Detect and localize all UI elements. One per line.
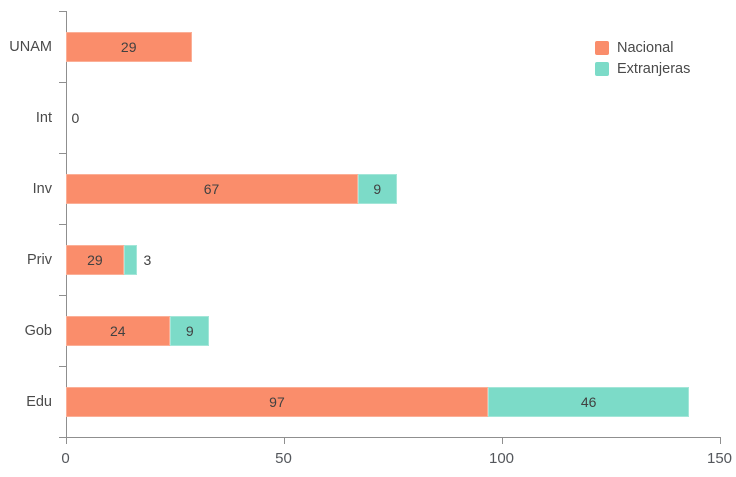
category-label: Int [35,109,52,126]
x-tick-label: 50 [275,450,292,467]
x-tick-label: 0 [61,450,70,467]
bar-segment-nacional [65,173,358,204]
y-axis-tick [58,11,66,12]
bar-segment-extranjeras [124,244,138,275]
bar-value-label: 3 [143,251,152,268]
bar-value-label: 9 [373,180,382,197]
y-axis-tick [58,224,66,225]
x-axis-tick [283,438,285,444]
x-axis-tick [719,438,721,444]
legend-item-extranjeras: Extranjeras [595,58,690,79]
legend-label-nacional: Nacional [617,39,674,56]
x-axis-tick [65,438,67,444]
x-tick-label: 100 [488,450,515,467]
x-axis-line [65,437,721,438]
bar-segment-extranjeras [357,173,397,204]
bar-segment-extranjeras [488,386,689,417]
bar-value-label: 0 [71,109,80,126]
legend: Nacional Extranjeras [595,37,690,79]
bar-segment-nacional [65,386,489,417]
legend-item-nacional: Nacional [595,37,690,58]
bar-value-label: 29 [120,38,137,55]
category-label: Gob [24,322,52,339]
category-label: Priv [27,251,52,268]
bar-value-label: 97 [269,393,285,410]
y-axis-tick [58,82,66,83]
y-axis-tick [58,295,66,296]
bar-value-label: 67 [203,180,220,197]
bar-segment-extranjeras [170,315,210,346]
bar-segment-nacional [65,31,192,62]
x-tick-label: 150 [706,450,733,467]
bar-segment-nacional [65,244,125,275]
y-axis-tick [58,153,66,154]
legend-label-extranjeras: Extranjeras [617,60,691,77]
bar-value-label: 24 [110,322,126,339]
bar-segment-nacional [65,315,171,346]
y-axis-line [65,11,67,437]
bar-value-label: 9 [185,322,194,339]
category-label: Edu [26,393,52,410]
category-label: Inv [32,180,52,197]
bar-value-label: 29 [87,251,103,268]
y-axis-tick [58,366,66,367]
category-label: UNAM [9,38,52,55]
x-axis-tick [501,438,503,444]
bar-value-label: 46 [580,393,597,410]
legend-swatch-nacional [595,40,609,55]
y-axis-tick [58,437,66,438]
legend-swatch-extranjeras [595,61,609,76]
